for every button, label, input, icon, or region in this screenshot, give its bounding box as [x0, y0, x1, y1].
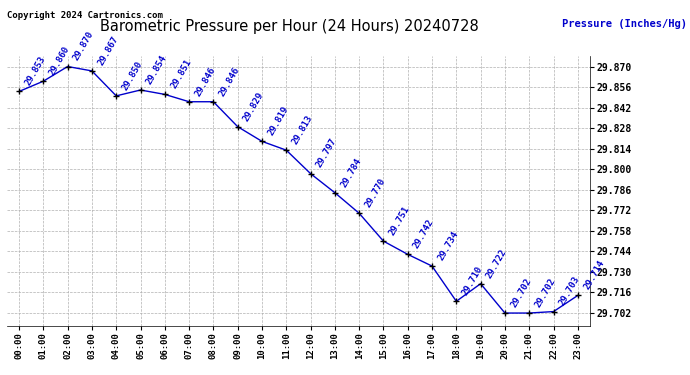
Text: Pressure (Inches/Hg): Pressure (Inches/Hg) — [562, 19, 687, 29]
Text: 29.870: 29.870 — [72, 30, 96, 62]
Text: 29.722: 29.722 — [485, 247, 509, 279]
Text: 29.854: 29.854 — [145, 53, 168, 86]
Text: 29.829: 29.829 — [242, 90, 266, 123]
Text: 29.853: 29.853 — [23, 55, 47, 87]
Text: 29.784: 29.784 — [339, 156, 363, 189]
Text: 29.710: 29.710 — [460, 265, 484, 297]
Text: Copyright 2024 Cartronics.com: Copyright 2024 Cartronics.com — [7, 11, 163, 20]
Text: 29.702: 29.702 — [533, 276, 558, 309]
Text: 29.860: 29.860 — [48, 45, 72, 77]
Text: 29.867: 29.867 — [96, 34, 120, 67]
Text: 29.770: 29.770 — [364, 177, 387, 209]
Text: 29.813: 29.813 — [290, 114, 315, 146]
Text: 29.819: 29.819 — [266, 105, 290, 137]
Text: 29.702: 29.702 — [509, 276, 533, 309]
Text: 29.751: 29.751 — [388, 204, 411, 237]
Text: 29.742: 29.742 — [412, 218, 436, 250]
Text: 29.734: 29.734 — [436, 230, 460, 262]
Text: 29.703: 29.703 — [558, 275, 582, 308]
Text: 29.714: 29.714 — [582, 259, 606, 291]
Text: Barometric Pressure per Hour (24 Hours) 20240728: Barometric Pressure per Hour (24 Hours) … — [101, 19, 479, 34]
Text: 29.851: 29.851 — [169, 58, 193, 90]
Text: 29.846: 29.846 — [193, 65, 217, 98]
Text: 29.846: 29.846 — [217, 65, 241, 98]
Text: 29.797: 29.797 — [315, 137, 339, 170]
Text: 29.850: 29.850 — [120, 59, 144, 92]
